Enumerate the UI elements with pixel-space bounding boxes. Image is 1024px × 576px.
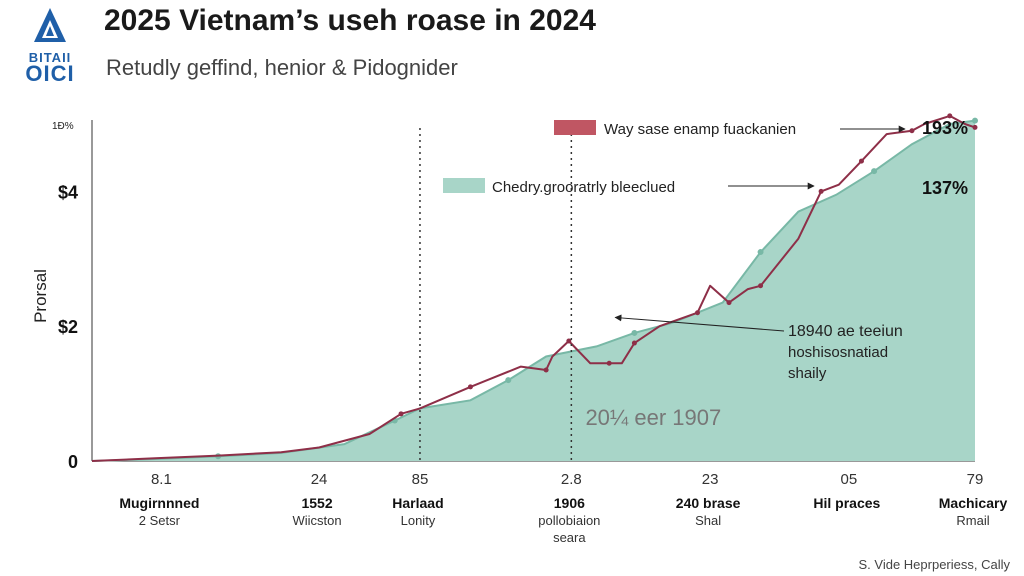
annotation-in-area: 20¼ eer 1907 [585,405,721,430]
x-category-label: 1552 [301,495,332,511]
area-series-fill [92,120,975,461]
y-tick-label: 0 [68,452,78,472]
x-category-label: 240 brase [676,495,741,511]
brand-logo: BITAII OICI [18,6,82,86]
source-credit: S. Vide Heprperiess, Cally [858,557,1011,572]
triangle-logo-icon [34,8,66,42]
line-point [631,340,637,346]
x-tick-number: 24 [311,471,328,488]
y-tick-label: $4 [58,182,78,202]
annotation-line-2: hoshisosnatiad [788,344,888,361]
x-tick-number: 2.8 [561,471,582,488]
logo-text-bottom: OICI [25,61,75,86]
x-category-sublabel: Wiicston [292,513,341,528]
x-category-label: 1906 [554,495,585,511]
line-point [694,310,700,316]
area-point [757,249,764,256]
x-category-label: Harlaad [392,495,443,511]
page-subtitle: Retudly geffind, henior & Pidognider [106,55,458,80]
legend-value-area-series: 137% [922,178,968,198]
x-tick-number: 8.1 [151,471,172,488]
line-point [606,360,612,366]
area-point [505,377,512,384]
area-point [871,168,878,175]
x-tick-number: 23 [702,471,719,488]
line-point [818,188,824,194]
annotation-line-3: shaily [788,365,827,382]
page-title: 2025 Vietnam’s useh roase in 2024 [104,4,596,37]
x-tick-number: 79 [967,471,984,488]
x-category-sublabel: Lonity [401,513,436,528]
line-point [726,300,732,306]
x-tick-number: 85 [412,471,429,488]
line-point [858,158,864,164]
x-category-sublabel: pollobiaion seara [538,513,600,545]
x-category-sublabel: 2 Setsr [139,513,181,528]
area-point [631,329,638,336]
x-category-sublabel: Rmail [956,513,989,528]
annotation-arrow [614,314,785,332]
annotation-line-1: 18940 ae teeiun [788,323,903,340]
area-point [972,117,978,124]
logo-text-top: BITAII [28,50,72,65]
line-point [972,124,978,130]
line-point [566,338,572,344]
legend-label-line-series: Way sase enamp fuackanien [604,121,796,138]
y-axis-title: Prorsal [31,269,50,323]
line-point [947,113,953,119]
line-point [909,128,915,134]
legend-value-line-series: 193% [922,118,968,138]
y-axis-corner-label: 1Ð% [52,121,74,132]
line-point [398,411,404,417]
legend-swatch-area-series [443,178,485,193]
line-point [758,283,764,289]
line-point [467,384,473,390]
legend-swatch-line-series [554,120,596,135]
x-category-label: Machicary [939,495,1008,511]
x-category-label: Hil praces [813,495,880,511]
y-tick-label: $2 [58,317,78,337]
line-point [543,367,549,373]
x-category-sublabel: Shal [695,513,721,528]
x-tick-number: 05 [841,471,858,488]
x-category-label: Mugirnnned [119,495,199,511]
legend-label-area-series: Chedry.grooratrly bleeclued [492,179,675,196]
